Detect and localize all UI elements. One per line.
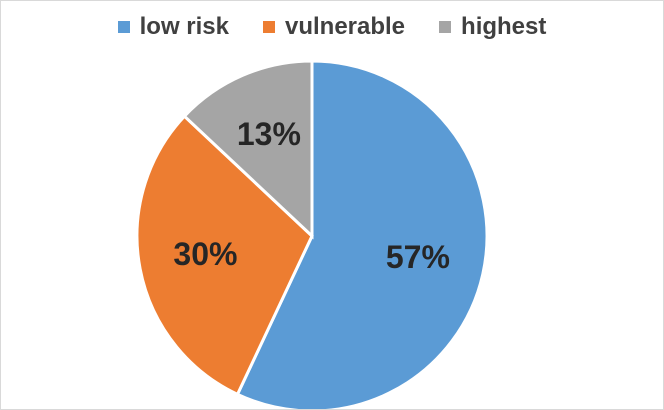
legend-label-highest: highest [461,13,547,40]
legend-item-highest: highest [439,13,546,41]
data-label-vulnerable: 30% [173,236,237,272]
legend-label-low-risk: low risk [139,13,229,40]
pie-slice-highest [182,59,314,240]
pie-labels: 57% 30% 13% [173,116,450,275]
pie-slice-low-risk [235,59,489,409]
legend: low risk vulnerable highest [1,13,663,41]
data-label-highest: 13% [237,116,301,152]
legend-item-vulnerable: vulnerable [262,13,406,41]
pie-slices [135,59,489,409]
legend-swatch-low-risk [117,21,130,33]
legend-label-vulnerable: vulnerable [284,13,406,40]
legend-swatch-highest [439,21,452,33]
legend-swatch-vulnerable [262,21,275,33]
pie-slice-vulnerable [135,114,314,397]
data-label-low-risk: 57% [386,239,450,275]
legend-item-low-risk: low risk [117,13,229,41]
